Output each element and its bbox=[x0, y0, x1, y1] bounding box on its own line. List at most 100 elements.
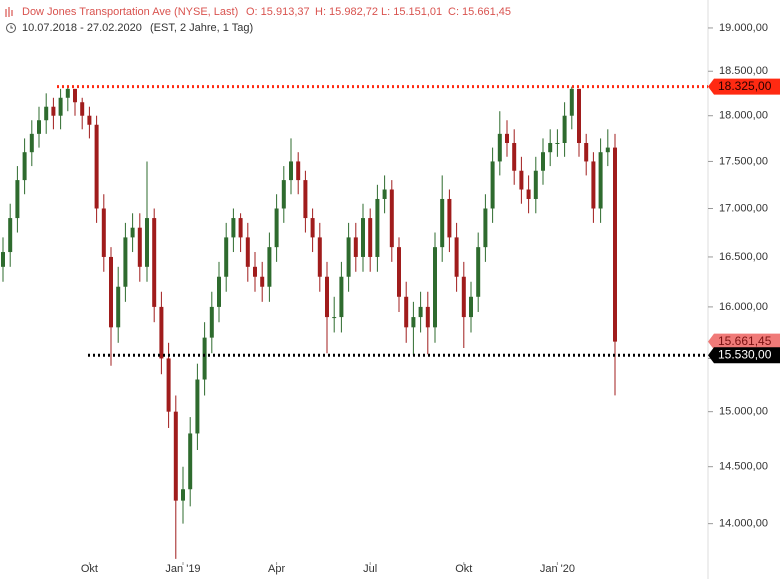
y-tick-label: 16.500,00 bbox=[719, 251, 768, 263]
candle-body bbox=[65, 88, 70, 98]
price-tag bbox=[708, 78, 780, 95]
candle-body bbox=[281, 180, 286, 209]
candle-body bbox=[260, 276, 265, 287]
price-tag-label: 18.325,00 bbox=[718, 79, 772, 93]
candle-body bbox=[310, 218, 315, 238]
candle-body bbox=[505, 133, 509, 143]
header: Dow Jones Transportation Ave (NYSE, Last… bbox=[5, 6, 511, 34]
candle-body bbox=[461, 276, 466, 318]
clock-hand bbox=[10, 25, 13, 29]
quote-close: C: 15.661,45 bbox=[448, 6, 511, 18]
candle-body bbox=[130, 227, 135, 238]
x-tick-label: Jul bbox=[363, 563, 377, 575]
candle-body bbox=[8, 218, 13, 253]
candle-body bbox=[325, 276, 329, 318]
candle-body bbox=[238, 218, 243, 238]
quote-open: O: 15.913,37 bbox=[246, 6, 310, 18]
candle-body bbox=[389, 189, 394, 248]
candle-body bbox=[512, 142, 517, 171]
candle-body bbox=[425, 306, 430, 328]
candle-body bbox=[116, 286, 121, 328]
candle-body bbox=[181, 489, 185, 501]
candle-body bbox=[22, 152, 27, 181]
candle-body bbox=[368, 218, 373, 257]
candle-body bbox=[152, 218, 157, 307]
candle-body bbox=[404, 296, 409, 328]
price-tag bbox=[708, 333, 780, 350]
price-tag-label: 15.661,45 bbox=[718, 334, 772, 348]
chart-icon bbox=[5, 7, 13, 17]
candle-body bbox=[483, 208, 488, 248]
x-tick-label: Jan '19 bbox=[165, 563, 200, 575]
candle-body bbox=[577, 88, 581, 143]
candle-body bbox=[253, 266, 257, 277]
y-tick-label: 18.000,00 bbox=[719, 110, 768, 122]
price-tag-label: 15.530,00 bbox=[718, 347, 772, 361]
candle-body bbox=[73, 88, 77, 103]
candle-body bbox=[605, 147, 610, 153]
price-tag bbox=[708, 347, 780, 364]
candle-body bbox=[303, 180, 308, 219]
candle-body bbox=[289, 161, 293, 181]
candle-body bbox=[217, 276, 221, 307]
candle-body bbox=[37, 120, 41, 134]
candle-body bbox=[353, 237, 358, 257]
candle-body bbox=[188, 433, 193, 490]
candle-body bbox=[173, 411, 178, 501]
candle-body bbox=[1, 252, 5, 267]
candle-body bbox=[598, 152, 603, 209]
candle-body bbox=[541, 152, 545, 171]
candle-body bbox=[548, 142, 553, 153]
candle-body bbox=[613, 147, 617, 342]
x-tick-label: Jan '20 bbox=[540, 563, 575, 575]
candle-body bbox=[166, 358, 171, 412]
candle-body bbox=[584, 142, 589, 162]
candle-body bbox=[397, 247, 401, 297]
candle-body bbox=[80, 102, 85, 116]
candle-body bbox=[94, 124, 99, 209]
candle-body bbox=[454, 237, 459, 277]
quote-low: L: 15.151,01 bbox=[381, 6, 442, 18]
candle-body bbox=[195, 379, 200, 434]
x-tick-label: Apr bbox=[268, 563, 285, 575]
y-tick-label: 14.500,00 bbox=[719, 461, 768, 473]
candle-body bbox=[332, 317, 337, 319]
candle-body bbox=[375, 198, 380, 257]
y-tick-label: 17.500,00 bbox=[719, 155, 768, 167]
candle-body bbox=[109, 256, 113, 328]
candle-body bbox=[15, 180, 20, 219]
candle-body bbox=[382, 189, 387, 199]
candle-body bbox=[361, 218, 365, 257]
candle-body bbox=[562, 115, 567, 143]
candle-body bbox=[317, 237, 322, 277]
candle-body bbox=[490, 161, 495, 209]
candle-body bbox=[29, 133, 34, 153]
candle-body bbox=[418, 306, 423, 318]
candle-body bbox=[555, 142, 560, 144]
candle-body bbox=[231, 218, 236, 238]
range-note: (EST, 2 Jahre, 1 Tag) bbox=[150, 22, 253, 34]
candle-body bbox=[411, 317, 416, 328]
y-tick-label: 17.000,00 bbox=[719, 202, 768, 214]
candle-body bbox=[533, 170, 538, 199]
candle-body bbox=[51, 106, 56, 116]
candle-body bbox=[87, 115, 92, 125]
quote-high: H: 15.982,72 bbox=[315, 6, 378, 18]
y-tick-label: 14.000,00 bbox=[719, 518, 768, 530]
candle-body bbox=[526, 189, 531, 199]
candle-body bbox=[202, 337, 207, 380]
candle-body bbox=[224, 237, 229, 277]
candle-body bbox=[267, 247, 272, 287]
y-tick-label: 18.500,00 bbox=[719, 65, 768, 77]
candle-body bbox=[245, 237, 250, 267]
candle-body bbox=[44, 106, 49, 121]
candle-body bbox=[123, 237, 128, 287]
candle-body bbox=[296, 161, 301, 181]
candle-body bbox=[339, 276, 344, 318]
candle-body bbox=[591, 161, 596, 209]
candle-body bbox=[440, 198, 445, 248]
candle-body bbox=[145, 218, 149, 267]
x-tick-label: Okt bbox=[455, 563, 472, 575]
y-tick-label: 19.000,00 bbox=[719, 22, 768, 34]
